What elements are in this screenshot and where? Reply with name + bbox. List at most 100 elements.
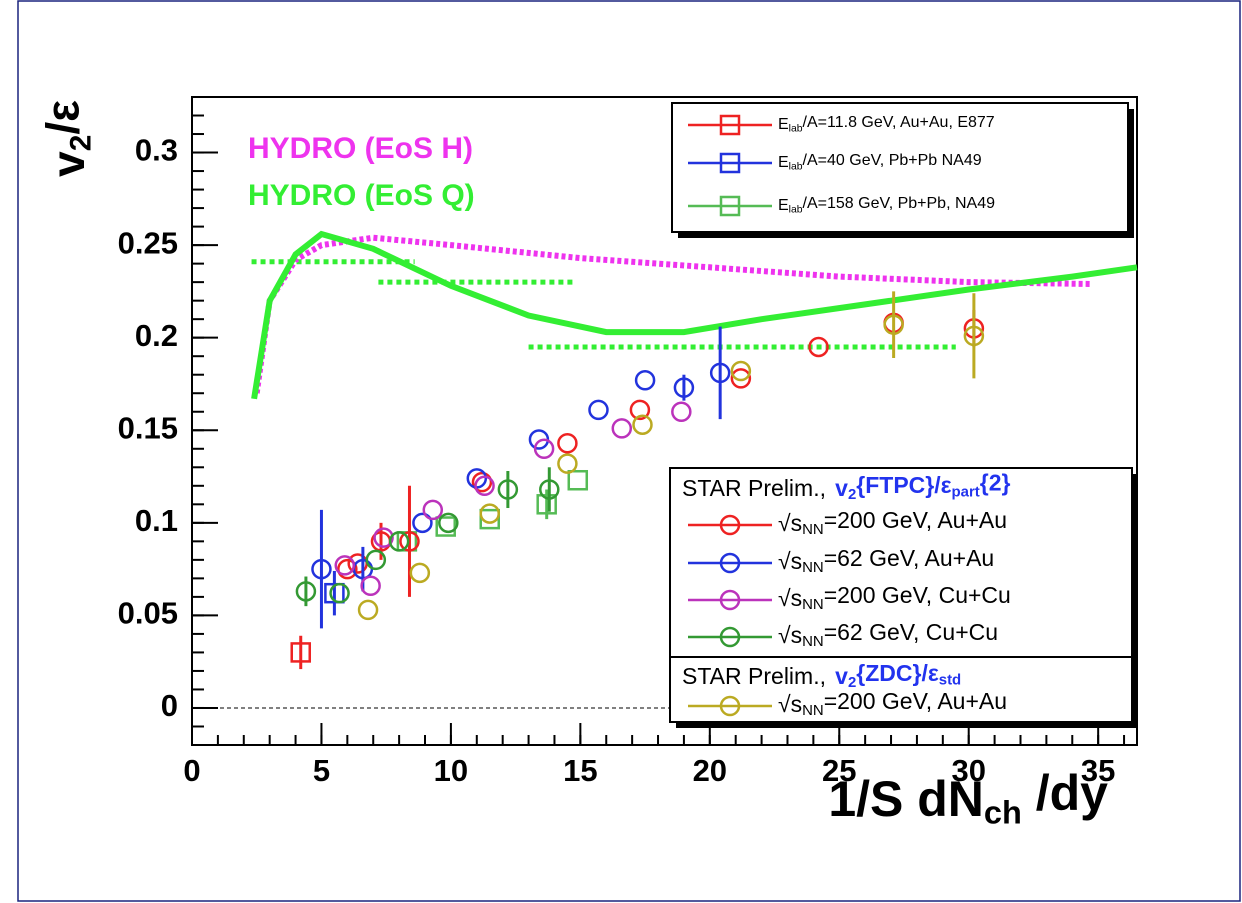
legend-marker — [719, 695, 741, 717]
legend-marker — [719, 589, 741, 611]
marker — [536, 494, 557, 515]
marker — [883, 314, 904, 335]
x-tick-label: 30 — [951, 753, 985, 788]
marker — [557, 432, 578, 454]
marker — [357, 599, 379, 621]
marker — [497, 479, 519, 500]
text-part: {2} — [980, 469, 1011, 495]
text-part: NN — [802, 702, 824, 719]
y-tick-label: 0.3 — [135, 133, 178, 168]
y-tick-label: 0.05 — [118, 596, 178, 631]
x-axis-title: 1/S dNch /dy — [828, 765, 1108, 830]
marker — [730, 368, 752, 389]
x-tick-label: 10 — [434, 753, 468, 788]
marker — [479, 503, 500, 524]
text-part: STAR Prelim., — [682, 475, 826, 501]
marker — [438, 512, 459, 534]
legend-label: Elab/A=11.8 GeV, Au+Au, E877 — [778, 114, 995, 134]
marker — [474, 475, 495, 497]
legend-label: Elab/A=40 GeV, Pb+Pb NA49 — [778, 152, 982, 172]
text-part: =200 GeV, Au+Au — [824, 507, 1007, 533]
marker — [295, 581, 317, 602]
text-part: E — [778, 154, 789, 171]
x-tick-label: 35 — [1081, 753, 1115, 788]
text-part: =200 GeV, Au+Au — [824, 688, 1007, 714]
text-part: NN — [802, 559, 824, 576]
legend-marker — [719, 552, 741, 574]
marker — [435, 516, 456, 537]
y-tick-label: 0 — [161, 688, 178, 723]
marker — [329, 582, 350, 604]
legend-marker — [719, 114, 741, 136]
marker — [388, 531, 410, 552]
marker — [963, 325, 985, 347]
text-part: /A=158 GeV, Pb+Pb, NA49 — [803, 195, 996, 212]
marker — [412, 512, 433, 534]
plot-frame — [191, 96, 1138, 746]
marker — [567, 469, 589, 491]
legend-box — [669, 467, 1133, 723]
legend-marker — [719, 514, 741, 536]
x-tick-label: 0 — [183, 753, 200, 788]
text-part: lab — [789, 161, 803, 172]
text-part: =62 GeV, Cu+Cu — [824, 619, 998, 645]
y-axis-title: v2/ε — [37, 100, 98, 177]
y-tick-label: 0.2 — [135, 318, 178, 353]
marker — [311, 558, 332, 580]
text-part: 1/S dN — [828, 771, 984, 827]
legend-marker — [719, 152, 741, 174]
marker — [632, 414, 653, 435]
legend-marker — [719, 626, 741, 648]
text-part: 2 — [848, 486, 856, 503]
marker — [671, 401, 692, 422]
text-part: {ZDC}/ε — [856, 660, 939, 686]
text-part: {FTPC}/ε — [856, 472, 951, 498]
hydro-curve — [251, 230, 1138, 400]
text-part: NN — [802, 633, 824, 650]
marker — [360, 575, 381, 597]
marker — [709, 362, 731, 384]
legend-label: √sNN=200 GeV, Au+Au — [778, 688, 1007, 719]
marker — [611, 418, 633, 439]
text-part: NN — [802, 596, 824, 613]
legend-label: √sNN=200 GeV, Cu+Cu — [778, 582, 1011, 613]
marker — [629, 399, 651, 421]
legend-header: STAR Prelim., v2{FTPC}/εpart{2} — [682, 469, 1011, 503]
text-part: lab — [789, 123, 803, 134]
text-part: lab — [789, 204, 803, 215]
text-part: √s — [778, 548, 802, 574]
marker — [409, 562, 431, 584]
text-part: =200 GeV, Cu+Cu — [824, 582, 1011, 608]
text-part: √s — [778, 510, 802, 536]
hydro-curve — [253, 234, 1091, 394]
x-tick-label: 25 — [822, 753, 856, 788]
marker — [479, 508, 500, 530]
text-part: v — [835, 663, 848, 689]
text-part: std — [939, 671, 961, 688]
marker — [634, 370, 656, 391]
text-part: ch — [984, 794, 1022, 830]
legend-label: √sNN=62 GeV, Cu+Cu — [778, 619, 998, 650]
marker — [422, 499, 444, 521]
legend-header: STAR Prelim., v2{ZDC}/εstd — [682, 660, 961, 691]
marker — [557, 453, 578, 474]
marker — [730, 360, 752, 382]
text-part: part — [952, 483, 980, 500]
text-part: v — [42, 151, 94, 177]
marker — [399, 531, 420, 552]
marker — [588, 399, 609, 421]
legend-marker — [719, 195, 741, 217]
text-part: E — [778, 197, 789, 214]
text-part: v — [835, 475, 848, 501]
marker — [471, 471, 493, 493]
marker — [808, 336, 829, 358]
y-tick-label: 0.25 — [118, 225, 178, 260]
y-tick-label: 0.15 — [118, 410, 178, 445]
legend-label: Elab/A=158 GeV, Pb+Pb, NA49 — [778, 195, 995, 215]
text-part: /dy — [1022, 765, 1108, 821]
text-part: =62 GeV, Au+Au — [824, 545, 995, 571]
marker — [539, 479, 560, 500]
text-part: /A=40 GeV, Pb+Pb NA49 — [803, 152, 982, 169]
marker — [673, 377, 695, 398]
text-part: √s — [778, 691, 802, 717]
